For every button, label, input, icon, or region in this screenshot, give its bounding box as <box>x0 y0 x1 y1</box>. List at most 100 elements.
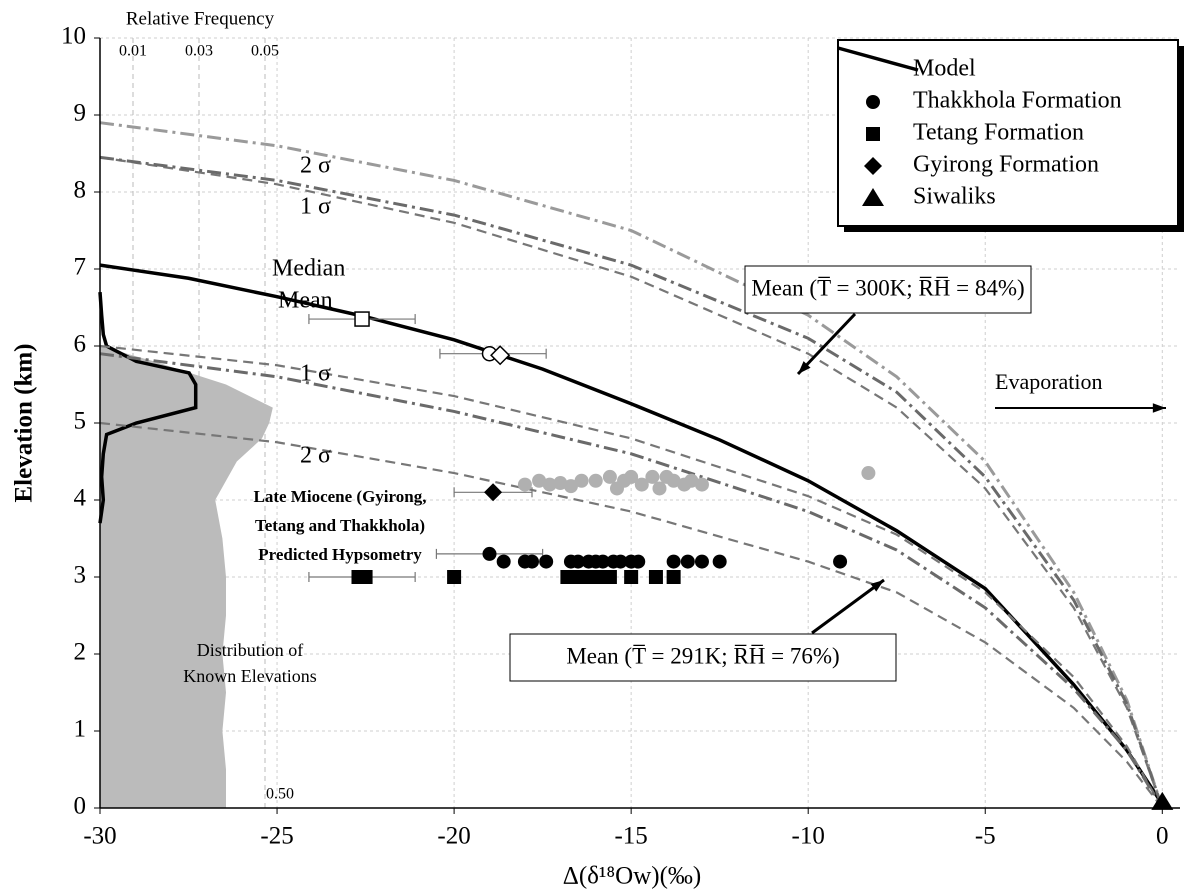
marker-circle <box>496 554 511 569</box>
marker-circle <box>539 554 554 569</box>
annotation: Known Elevations <box>183 666 316 686</box>
x-tick-label: -5 <box>975 823 996 850</box>
annotation: Mean (T̅ = 300K; R̅H̅ = 84%) <box>751 275 1024 300</box>
y-tick-label: 1 <box>74 716 87 743</box>
marker-square <box>447 570 462 584</box>
model-curve <box>99 263 1164 806</box>
marker-square <box>567 570 582 584</box>
marker-circle <box>634 477 649 492</box>
marker-circle <box>525 554 539 569</box>
annotation: Distribution of <box>197 640 304 660</box>
marker-circle <box>666 473 681 488</box>
marker-circle <box>861 466 876 481</box>
annotation: 2 σ <box>300 443 331 469</box>
y-axis-label: Elevation (km) <box>11 343 38 502</box>
model-curve <box>99 352 1164 809</box>
marker-square <box>358 570 373 584</box>
marker-circle <box>517 477 532 492</box>
y-tick-label: 9 <box>74 100 87 127</box>
annotation: Tetang and Thakkhola) <box>255 516 425 535</box>
model-curve <box>99 344 1164 809</box>
legend-line <box>837 46 919 72</box>
annotation-box <box>509 633 897 682</box>
arrow-head <box>1152 403 1166 413</box>
y-tick-label: 4 <box>74 485 87 512</box>
model-curve <box>99 156 1164 809</box>
marker-diamond <box>490 345 511 366</box>
marker-circle <box>571 554 586 569</box>
marker-circle <box>532 473 547 488</box>
annotation: 2 σ <box>300 153 331 179</box>
marker-circle <box>574 473 589 488</box>
marker-circle <box>542 477 557 492</box>
marker-circle <box>712 554 727 569</box>
x-tick-label: -30 <box>83 823 116 850</box>
marker-circle <box>652 481 667 496</box>
x-tick-label: -20 <box>437 823 470 850</box>
y-tick-label: 8 <box>74 177 87 204</box>
marker-circle <box>866 95 880 109</box>
freq-tick-label: 0.03 <box>185 43 213 60</box>
y-tick-label: 6 <box>74 331 87 358</box>
arrow-line <box>811 578 885 635</box>
marker-square <box>866 127 880 141</box>
marker-circle <box>680 554 695 569</box>
marker-square <box>354 311 370 327</box>
marker-circle <box>602 469 617 484</box>
y-tick-label: 7 <box>74 254 87 281</box>
legend-label: Tetang Formation <box>913 120 1084 146</box>
x-tick-label: 0 <box>1156 823 1169 850</box>
freq2-tick-label: 0.50 <box>266 786 294 803</box>
legend-label: Thakkhola Formation <box>913 88 1122 114</box>
model-curve <box>99 155 1164 809</box>
arrow-head <box>870 580 884 592</box>
legend-label: Siwaliks <box>913 184 996 210</box>
marker-circle <box>613 554 628 569</box>
y-tick-label: 5 <box>74 408 87 435</box>
annotation: Mean (T̅ = 291K; R̅H̅ = 76%) <box>566 643 839 668</box>
annotation: Late Miocene (Gyirong, <box>254 487 427 506</box>
annotation: Evaporation <box>995 369 1103 394</box>
freq-tick-label: 0.01 <box>119 43 147 60</box>
x-tick-label: -25 <box>260 823 293 850</box>
marker-circle <box>631 554 646 569</box>
x-axis-label: Δ(δ¹⁸Ow)(‰) <box>563 863 701 890</box>
arrow-line <box>796 312 857 376</box>
y-tick-label: 2 <box>74 639 87 666</box>
legend-box <box>837 39 1179 227</box>
marker-circle <box>684 473 699 488</box>
marker-triangle <box>862 188 884 206</box>
annotation: Median <box>272 256 345 282</box>
marker-square <box>602 570 617 584</box>
marker-circle <box>482 546 497 561</box>
marker-diamond <box>864 157 882 175</box>
marker-triangle <box>1151 791 1174 810</box>
marker-circle <box>563 479 578 494</box>
x-tick-label: -10 <box>792 823 825 850</box>
model-curve <box>99 121 1164 809</box>
marker-circle <box>624 469 639 484</box>
model-curve <box>99 421 1164 809</box>
marker-square <box>578 570 593 584</box>
annotation: 1 σ <box>300 361 331 387</box>
annotation-box <box>744 265 1032 314</box>
y-tick-label: 0 <box>74 793 87 820</box>
marker-square <box>666 570 681 584</box>
annotation: Mean <box>278 288 333 314</box>
legend-label: Model <box>913 56 976 82</box>
y-tick-label: 3 <box>74 562 87 589</box>
y-tick-label: 10 <box>61 23 86 50</box>
marker-circle <box>666 554 681 569</box>
marker-square <box>648 570 663 584</box>
known-elevations-area <box>100 346 273 808</box>
arrow-head <box>798 361 811 374</box>
model-frequency-line <box>98 291 198 524</box>
annotation: Predicted Hypsometry <box>258 545 422 564</box>
marker-circle <box>595 554 610 569</box>
marker-circle <box>645 469 660 484</box>
x-tick-label: -15 <box>614 823 647 850</box>
frequency-label: Relative Frequency <box>126 8 275 29</box>
marker-diamond <box>484 483 503 502</box>
marker-circle <box>553 476 568 491</box>
